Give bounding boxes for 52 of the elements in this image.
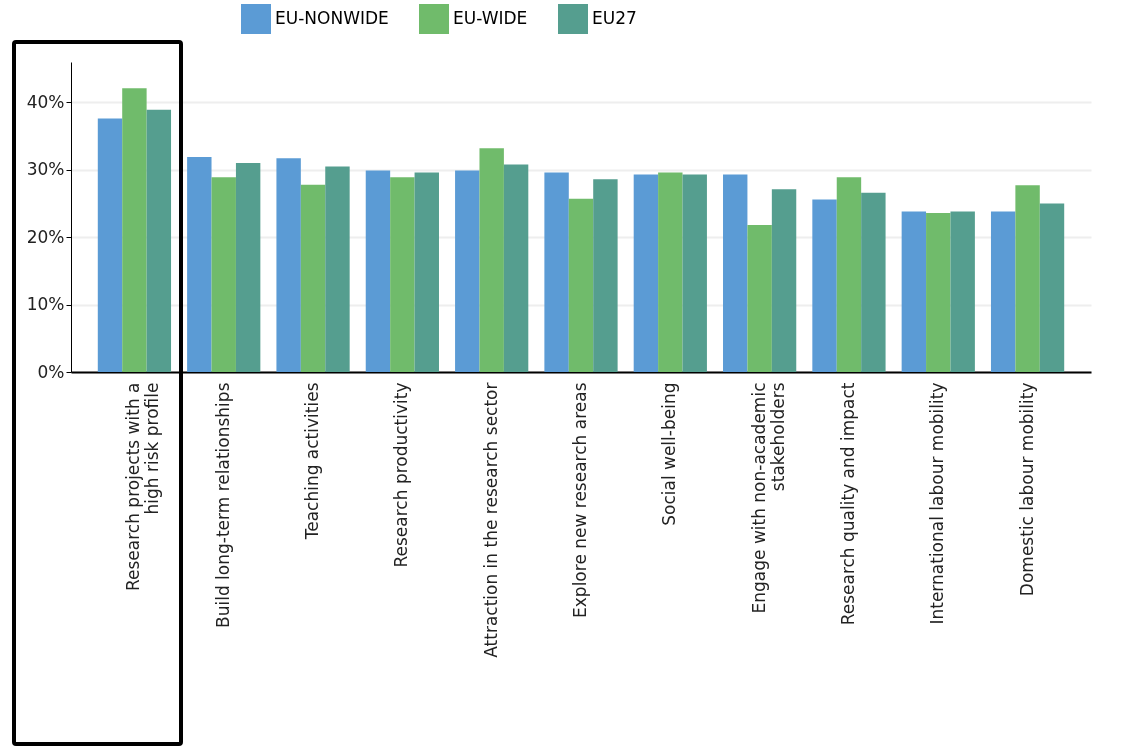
legend-label: EU-NONWIDE [275, 8, 389, 28]
x-tick-label: International labour mobility [927, 382, 948, 625]
bar [658, 172, 683, 372]
bar [950, 211, 975, 372]
y-tick-label: 40% [26, 91, 65, 112]
bar [365, 170, 391, 372]
bar [325, 166, 350, 372]
y-tick-label: 20% [26, 226, 65, 247]
bar [771, 189, 797, 372]
bar [235, 163, 261, 372]
bar [990, 211, 1016, 372]
bar [593, 179, 618, 372]
bar [568, 198, 594, 372]
x-tick-label: Teaching activities [302, 382, 323, 541]
bar [211, 177, 236, 372]
x-tick-label: Research productivity [391, 382, 412, 568]
bar [723, 174, 748, 372]
legend-label: EU-WIDE [453, 8, 528, 28]
x-tick-label: Build long-term relationships [212, 382, 233, 628]
bar [390, 177, 415, 372]
y-tick-label: 30% [26, 159, 65, 180]
legend-label: EU27 [592, 8, 637, 28]
y-tick-label: 0% [37, 361, 65, 382]
bar [1039, 203, 1065, 372]
x-tick-label: Social well-being [659, 382, 680, 526]
bar [861, 192, 886, 372]
bar [901, 211, 927, 372]
x-tick-label: Research quality and impact [837, 382, 858, 626]
bar [187, 157, 212, 372]
bar [276, 158, 301, 372]
x-tick-label: Engage with non-academic stakeholders [748, 382, 788, 614]
bar [479, 148, 504, 372]
bar [812, 199, 837, 372]
bar [836, 177, 862, 372]
bar [414, 172, 439, 372]
y-tick-label: 10% [26, 294, 65, 315]
x-tick-label: Explore new research areas [570, 382, 590, 618]
x-tick-label: Domestic labour mobility [1016, 382, 1037, 597]
bar [747, 225, 772, 372]
bar [544, 172, 569, 372]
x-tick-label: Research projects with a high risk profile [123, 382, 163, 592]
bar [300, 184, 326, 372]
bar [682, 174, 707, 372]
bar [503, 164, 529, 372]
bar [633, 174, 659, 372]
bar [146, 109, 172, 372]
bar [926, 212, 951, 372]
bar [97, 118, 123, 372]
bar [455, 170, 480, 372]
x-tick-label: Attraction in the research sector [480, 382, 501, 658]
bar [122, 88, 147, 372]
bar [1015, 185, 1040, 372]
